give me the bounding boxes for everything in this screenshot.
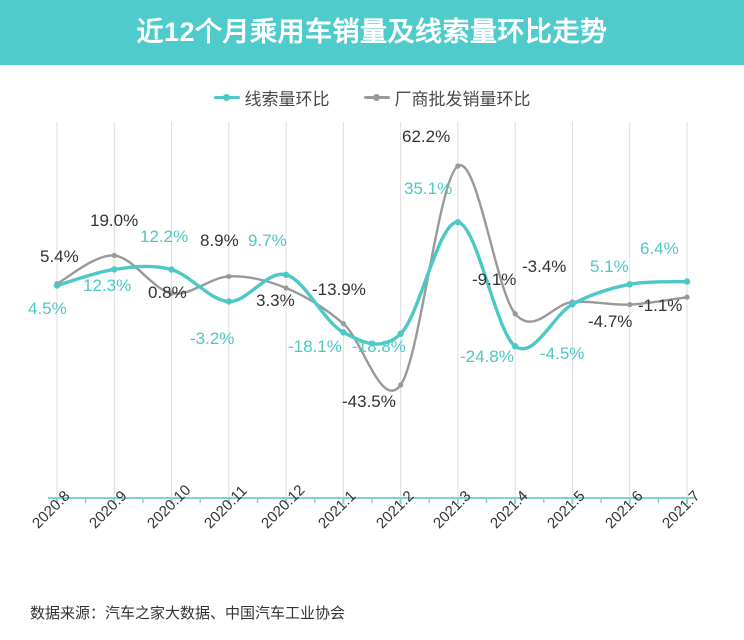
- data-label: -13.9%: [312, 280, 366, 299]
- data-label: -24.8%: [460, 347, 514, 366]
- legend-label: 厂商批发销量环比: [394, 89, 531, 109]
- data-label: 5.1%: [590, 257, 629, 276]
- data-label: 6.4%: [640, 239, 679, 258]
- data-label: -1.1%: [638, 296, 683, 315]
- data-label: 0.8%: [148, 283, 187, 302]
- data-label: -3.4%: [522, 257, 567, 276]
- line-marker-icon: [363, 91, 390, 103]
- data-label: 62.2%: [402, 127, 451, 146]
- data-point: [455, 163, 461, 169]
- legend-item-clue-volume[interactable]: 线索量环比: [213, 85, 330, 110]
- data-point: [398, 382, 404, 388]
- data-point: [225, 298, 233, 305]
- data-point: [511, 343, 519, 350]
- x-axis-tick-labels: 2020.8 2020.9 2020.10 2020.11 2020.12 2021.1 2…: [0, 482, 744, 578]
- data-point: [340, 321, 346, 327]
- data-label: -4.7%: [588, 312, 633, 331]
- data-label: -4.5%: [540, 344, 585, 363]
- data-point: [168, 290, 175, 296]
- data-point: [111, 266, 118, 273]
- data-label: -43.5%: [342, 392, 396, 411]
- chart-legend: 线索量环比 厂商批发销量环比: [0, 82, 744, 112]
- data-label: -18.1%: [288, 337, 342, 356]
- data-source-note: 数据来源：汽车之家大数据、中国汽车工业协会: [30, 605, 346, 622]
- data-point: [569, 300, 576, 308]
- data-label: 4.5%: [28, 299, 67, 318]
- data-point: [454, 218, 462, 226]
- chart-plot-area: 5.4% 19.0% 0.8% 8.9% 3.3% -13.9% -43.5% 62.2% -9…: [0, 112, 744, 512]
- line-marker-icon: [213, 91, 240, 103]
- data-point: [684, 294, 690, 300]
- line-chart-svg: [48, 122, 694, 504]
- data-point: [512, 311, 518, 317]
- data-point: [683, 278, 691, 285]
- data-point: [283, 285, 289, 291]
- data-label: 35.1%: [404, 179, 453, 198]
- series-line-1: [55, 164, 689, 392]
- data-point: [397, 330, 404, 338]
- data-label: -3.2%: [190, 329, 235, 348]
- data-label: 12.2%: [140, 227, 189, 246]
- data-label: -9.1%: [472, 270, 517, 289]
- data-label: 9.7%: [248, 231, 287, 250]
- page-title: 近12个月乘用车销量及线索量环比走势: [136, 17, 608, 47]
- data-point: [53, 282, 61, 289]
- data-point: [627, 302, 633, 308]
- chart-header-banner: 近12个月乘用车销量及线索量环比走势: [0, 0, 744, 65]
- data-point: [226, 273, 232, 280]
- data-point: [282, 271, 290, 278]
- data-point: [626, 281, 633, 288]
- data-label: 19.0%: [90, 211, 139, 230]
- data-point: [340, 329, 347, 336]
- legend-label: 线索量环比: [244, 89, 330, 109]
- data-label: 12.3%: [83, 276, 132, 295]
- data-label: -18.8%: [352, 337, 406, 356]
- data-point: [111, 252, 117, 259]
- data-label: 5.4%: [40, 247, 79, 266]
- legend-item-wholesale-volume[interactable]: 厂商批发销量环比: [363, 85, 531, 110]
- data-label: 8.9%: [200, 231, 239, 250]
- data-label: 3.3%: [256, 291, 295, 310]
- data-point: [168, 266, 175, 273]
